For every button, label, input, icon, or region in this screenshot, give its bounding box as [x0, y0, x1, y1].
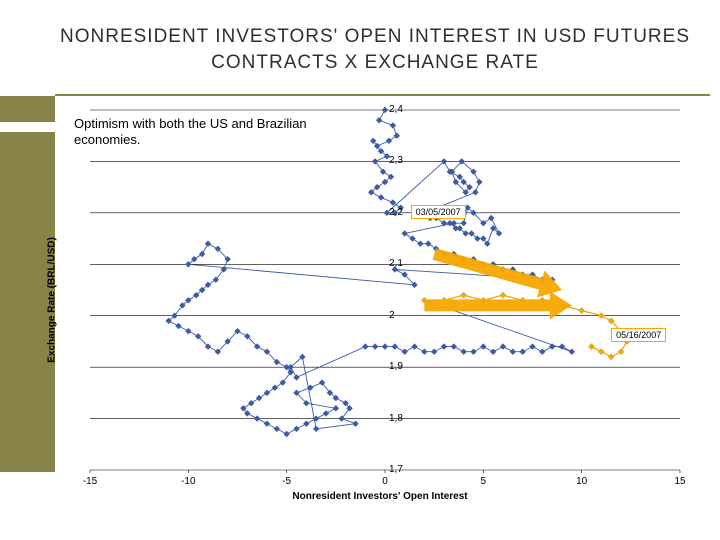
- y-tick-label: 2,4: [389, 104, 403, 115]
- date-callout: 05/16/2007: [611, 328, 666, 342]
- x-tick-label: -10: [178, 476, 198, 487]
- date-callout: 03/05/2007: [411, 205, 466, 219]
- title-underline: [55, 94, 710, 96]
- optimism-annotation: Optimism with both the US and Brazilian …: [74, 116, 329, 149]
- y-axis-label: Exchange Rate (BRL/USD): [47, 237, 58, 363]
- x-tick-label: -15: [80, 476, 100, 487]
- x-tick-label: 5: [473, 476, 493, 487]
- chart-title: NONRESIDENT INVESTORS' OPEN INTEREST IN …: [60, 24, 690, 75]
- chart-container: Optimism with both the US and Brazilian …: [60, 100, 700, 500]
- plot-svg: [60, 100, 700, 500]
- x-tick-label: 10: [572, 476, 592, 487]
- y-tick-label: 2,3: [389, 155, 403, 166]
- x-axis-label: Nonresident Investors' Open Interest: [292, 491, 467, 502]
- x-tick-label: -5: [277, 476, 297, 487]
- slide-root: NONRESIDENT INVESTORS' OPEN INTEREST IN …: [0, 0, 720, 540]
- y-tick-label: 1,8: [389, 413, 403, 424]
- x-tick-label: 0: [375, 476, 395, 487]
- sidebar-accent-top: [0, 96, 55, 122]
- y-tick-label: 2: [389, 310, 395, 321]
- y-tick-label: 1,7: [389, 464, 403, 475]
- y-tick-label: 2,1: [389, 258, 403, 269]
- y-tick-label: 1,9: [389, 361, 403, 372]
- y-tick-label: 2,2: [389, 207, 403, 218]
- x-tick-label: 15: [670, 476, 690, 487]
